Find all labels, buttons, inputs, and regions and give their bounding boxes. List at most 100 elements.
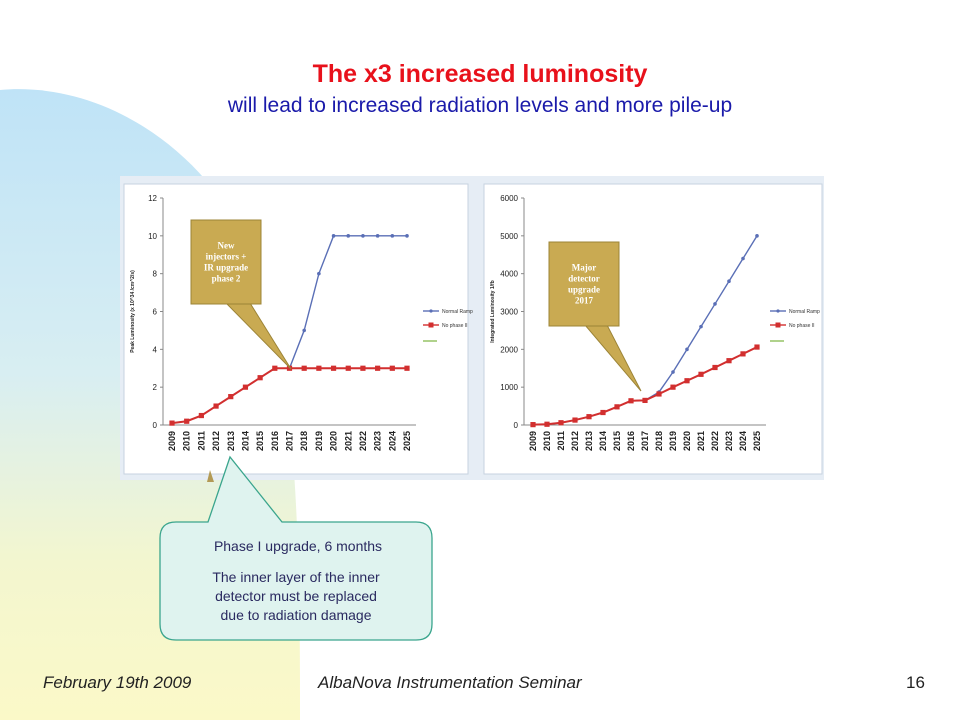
data-point-no-phase-ii bbox=[558, 420, 564, 426]
legend-label: Normal Ramp bbox=[442, 309, 473, 315]
data-point-normal-ramp bbox=[741, 256, 745, 261]
data-point-no-phase-ii bbox=[726, 358, 732, 364]
data-point-no-phase-ii bbox=[184, 418, 190, 424]
callout-text: Major detector upgrade 2017 bbox=[568, 263, 600, 306]
x-tick-label: 2017 bbox=[285, 431, 295, 451]
x-tick-label: 2014 bbox=[598, 431, 608, 451]
phase1-callout-description: The inner layer of the inner detector mus… bbox=[212, 569, 380, 623]
phase1-callout-title: Phase I upgrade, 6 months bbox=[214, 538, 382, 554]
data-point-no-phase-ii bbox=[656, 391, 662, 397]
x-tick-label: 2022 bbox=[358, 431, 368, 451]
data-point-no-phase-ii bbox=[740, 351, 746, 357]
data-point-no-phase-ii bbox=[544, 421, 550, 427]
legend-label: No phase II bbox=[442, 323, 468, 329]
data-point-no-phase-ii bbox=[628, 398, 634, 404]
x-tick-label: 2017 bbox=[640, 431, 650, 451]
callout-box bbox=[190, 219, 262, 305]
y-tick-label: 6 bbox=[153, 308, 158, 317]
x-tick-label: 2016 bbox=[626, 431, 636, 451]
data-point-no-phase-ii bbox=[228, 394, 234, 400]
y-tick-label: 4000 bbox=[500, 270, 518, 279]
data-point-no-phase-ii bbox=[698, 371, 704, 377]
data-point-no-phase-ii bbox=[316, 365, 322, 371]
data-point-normal-ramp bbox=[346, 234, 351, 238]
callout-major-upgrade: Major detector upgrade 2017 bbox=[548, 241, 642, 392]
data-point-no-phase-ii bbox=[198, 412, 204, 419]
x-tick-label: 2019 bbox=[314, 431, 324, 451]
data-point-no-phase-ii bbox=[257, 375, 263, 381]
data-point-normal-ramp bbox=[699, 324, 703, 329]
x-tick-label: 2009 bbox=[528, 431, 538, 451]
data-point-no-phase-ii bbox=[712, 364, 718, 371]
legend-marker bbox=[775, 322, 781, 328]
footer-seminar: AlbaNova Instrumentation Seminar bbox=[318, 673, 582, 692]
y-tick-label: 1000 bbox=[500, 383, 518, 392]
data-point-normal-ramp bbox=[302, 328, 306, 333]
legend-marker bbox=[428, 322, 434, 328]
x-tick-label: 2018 bbox=[654, 431, 664, 451]
data-point-no-phase-ii bbox=[272, 365, 278, 371]
x-tick-label: 2011 bbox=[556, 431, 566, 451]
data-point-no-phase-ii bbox=[169, 420, 175, 426]
phase1-callout: Phase I upgrade, 6 months The inner layer… bbox=[159, 455, 433, 641]
x-tick-label: 2013 bbox=[226, 431, 236, 451]
x-tick-label: 2011 bbox=[196, 431, 206, 451]
chart-area bbox=[123, 183, 469, 475]
x-tick-label: 2010 bbox=[182, 431, 192, 451]
phase1-callout-box bbox=[159, 455, 433, 641]
data-point-no-phase-ii bbox=[642, 397, 648, 404]
data-point-no-phase-ii bbox=[375, 365, 381, 371]
data-point-no-phase-ii bbox=[213, 403, 219, 409]
data-point-normal-ramp bbox=[361, 234, 365, 238]
data-point-normal-ramp bbox=[713, 302, 717, 306]
chart-2: 0 1000 2000 3000 4000 5000 6000 2009 2010 2011 201… bbox=[483, 183, 823, 475]
y-axis-label: Peak Luminosity (x 10^34 /cm^2/s) bbox=[130, 270, 136, 353]
data-point-normal-ramp bbox=[685, 347, 689, 352]
x-tick-label: 2014 bbox=[240, 431, 250, 451]
x-tick-label: 2016 bbox=[270, 431, 280, 451]
y-axis-label: Integrated Luminosity 1/fb bbox=[490, 280, 496, 343]
y-tick-label: 10 bbox=[148, 232, 157, 241]
data-point-no-phase-ii bbox=[345, 365, 351, 371]
data-point-no-phase-ii bbox=[754, 344, 760, 350]
callout-new-injectors: New injectors + IR upgrade phase 2 bbox=[190, 219, 292, 370]
legend-marker bbox=[776, 309, 780, 313]
data-point-no-phase-ii bbox=[684, 378, 690, 384]
x-tick-label: 2021 bbox=[343, 431, 353, 451]
x-tick-label: 2021 bbox=[696, 431, 706, 451]
data-point-no-phase-ii bbox=[330, 365, 337, 371]
footer-page-number: 16 bbox=[906, 673, 925, 692]
legend-label: Normal Ramp bbox=[789, 309, 820, 315]
data-point-normal-ramp bbox=[405, 234, 409, 238]
phase1-pointer-tip bbox=[207, 470, 214, 482]
x-tick-label: 2019 bbox=[668, 431, 678, 451]
data-point-no-phase-ii bbox=[301, 365, 307, 371]
x-tick-label: 2015 bbox=[255, 431, 265, 451]
y-tick-label: 0 bbox=[514, 421, 519, 430]
y-tick-label: 0 bbox=[153, 421, 158, 430]
x-tick-label: 2024 bbox=[738, 431, 748, 451]
x-tick-label: 2015 bbox=[612, 431, 622, 451]
data-point-no-phase-ii bbox=[586, 414, 592, 420]
legend-marker bbox=[429, 309, 433, 313]
x-tick-label: 2010 bbox=[542, 431, 552, 451]
data-point-no-phase-ii bbox=[572, 417, 578, 423]
y-tick-label: 6000 bbox=[500, 194, 518, 203]
data-point-normal-ramp bbox=[317, 271, 321, 276]
slide-title: The x3 increased luminosity bbox=[312, 60, 648, 88]
x-tick-label: 2020 bbox=[682, 431, 692, 451]
y-tick-label: 3000 bbox=[500, 308, 518, 317]
data-point-no-phase-ii bbox=[389, 365, 395, 371]
x-tick-label: 2012 bbox=[570, 431, 580, 451]
data-point-no-phase-ii bbox=[242, 384, 249, 390]
data-point-no-phase-ii bbox=[614, 404, 620, 410]
y-tick-label: 12 bbox=[148, 194, 157, 203]
chart-area bbox=[483, 183, 823, 475]
data-point-normal-ramp bbox=[727, 279, 731, 284]
data-point-normal-ramp bbox=[375, 234, 380, 238]
x-tick-label: 2018 bbox=[299, 431, 309, 451]
y-tick-label: 4 bbox=[153, 345, 158, 354]
y-tick-label: 2000 bbox=[500, 345, 518, 354]
x-tick-label: 2025 bbox=[752, 431, 762, 451]
